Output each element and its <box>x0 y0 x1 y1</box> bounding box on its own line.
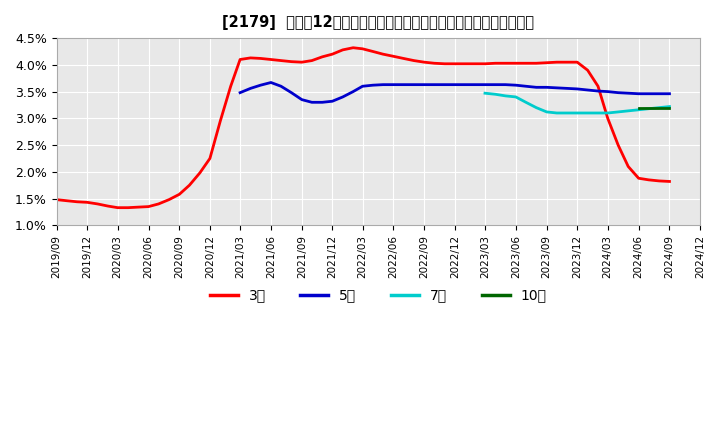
Title: [2179]  売上高12か月移動合計の対前年同期増減率の標準偏差の推移: [2179] 売上高12か月移動合計の対前年同期増減率の標準偏差の推移 <box>222 15 534 30</box>
Legend: 3年, 5年, 7年, 10年: 3年, 5年, 7年, 10年 <box>204 283 552 308</box>
